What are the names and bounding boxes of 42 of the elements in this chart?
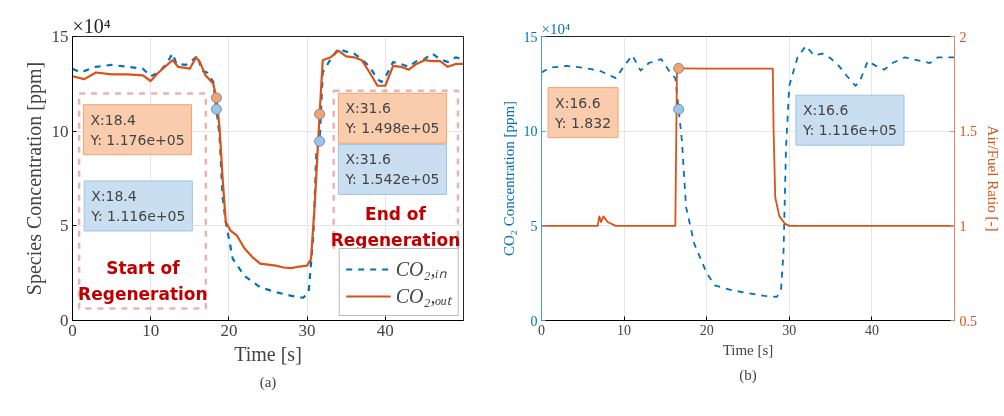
y-tick-label: 15	[51, 27, 69, 46]
x-tick-label: 10	[142, 320, 160, 340]
legend-label: CO₂,ᵢₙ	[395, 257, 447, 282]
x-tick-label: 30	[782, 322, 797, 338]
text: (a)	[259, 373, 277, 391]
annotation: End of Regeneration	[330, 203, 461, 250]
x-tick-label: 30	[298, 320, 316, 340]
x-tick-label: 40	[864, 322, 879, 338]
line-series	[541, 45, 955, 298]
x-axis-title: Time [s]	[722, 341, 774, 358]
y-tick-label: 10	[523, 124, 538, 140]
point	[314, 135, 326, 147]
x-tick-label: 10	[617, 322, 632, 338]
y2-tick-label: 1.5	[959, 124, 977, 140]
annotation: X:31.6 Y: 1.542e+05	[344, 151, 440, 188]
x-tick-label: 20	[220, 320, 238, 340]
x-tick-label: 40	[376, 320, 394, 340]
y-tick-label: 15	[523, 29, 538, 45]
annotation: Start of Regeneration	[78, 257, 208, 304]
text: ×10⁴	[541, 20, 571, 37]
y2-tick-label: 2	[959, 29, 967, 45]
annotation: X:18.4 Y: 1.116e+05	[90, 187, 186, 224]
y2-tick-label: 0.5	[959, 313, 977, 329]
y-axis-title: Species Concentration [ppm]	[22, 61, 46, 296]
y2-tick-label: 1	[959, 218, 967, 234]
text: (b)	[739, 366, 757, 384]
point	[314, 108, 326, 120]
annotation: X:16.6 Y: 1.832	[554, 94, 612, 131]
y-tick-label: 10	[51, 121, 69, 141]
annotation: X:31.6 Y: 1.498e+05	[344, 100, 440, 137]
legend-label: CO₂,ₒᵤₜ	[395, 284, 452, 309]
annotation: X:16.6 Y: 1.116e+05	[801, 102, 898, 139]
x-axis-title: Time [s]	[234, 342, 302, 365]
y-axis-title: CO₂ Concentration [ppm]	[500, 100, 517, 257]
annotation: X:18.4 Y: 1.176e+05	[89, 111, 185, 148]
y-tick-label: 5	[530, 218, 538, 234]
x-tick-label: 20	[699, 322, 714, 338]
point	[210, 103, 222, 115]
y2-axis-title: Air/Fuel Ratio [-]	[985, 125, 1001, 232]
y-tick-label: 5	[60, 216, 69, 236]
text: ×10⁴	[72, 14, 111, 37]
point	[210, 92, 222, 104]
